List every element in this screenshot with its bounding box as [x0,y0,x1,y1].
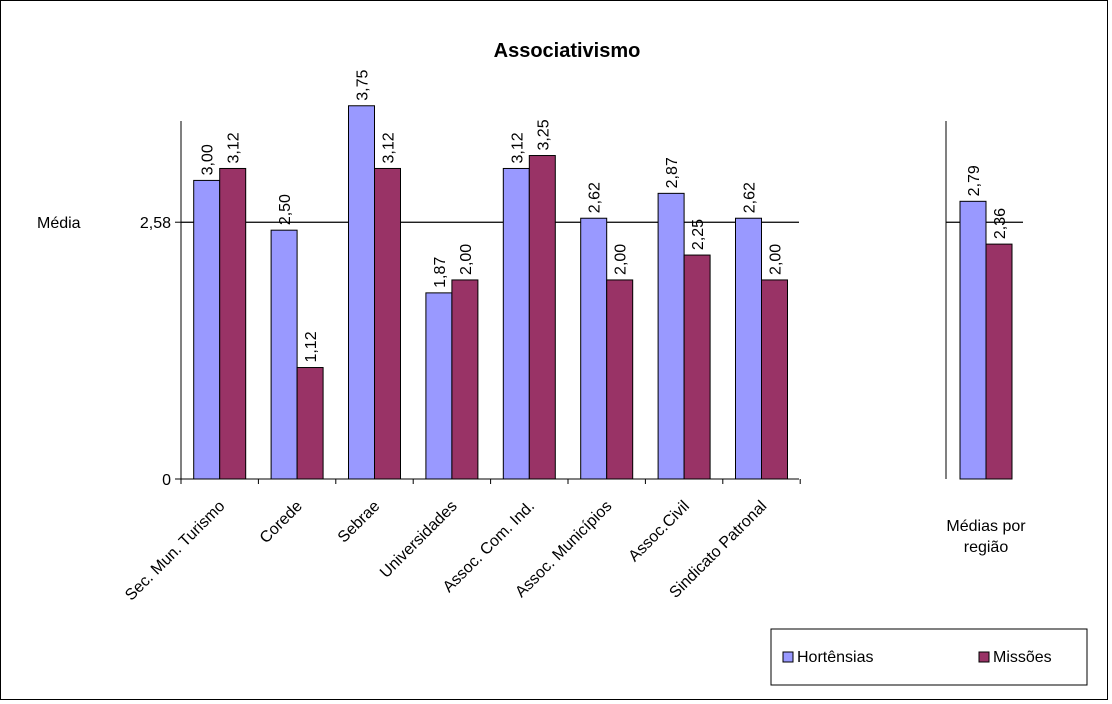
data-label: 3,12 [381,132,398,163]
bars [193,105,788,480]
data-label: 3,12 [509,132,526,163]
legend: Hortênsias Missões [770,628,1088,686]
bar-hortensias-sebrae [348,105,375,480]
data-label: 1,12 [303,331,320,362]
data-label: 2,00 [768,244,785,275]
data-label: 3,00 [200,144,217,175]
bar-hortensias-universidades [425,292,453,480]
data-label: 2,87 [664,157,681,188]
summary-bar-missoes [985,243,1013,480]
summary-category-label: Médias por [946,518,1026,535]
bar-hortensias-assoc-municipios [580,217,608,480]
data-label: 3,12 [226,132,243,163]
bar-hortensias-assoc-com-ind [502,167,530,480]
legend-label-hortensias: Hortênsias [797,649,873,666]
summary-data-label: 2,36 [992,208,1009,239]
average-line-label: Média [37,215,81,232]
data-label: 3,75 [355,70,372,101]
bar-missoes-sebrae [374,167,401,480]
bar-missoes-universidades [451,279,479,480]
bar-missoes-sec-mun-turismo [219,167,247,480]
data-label: 2,25 [690,219,707,250]
bar-hortensias-sec-mun-turismo [193,179,221,480]
legend-swatch-missoes [978,651,990,663]
summary-panel: 2,79 2,36 Médias por região [945,121,1026,556]
bar-hortensias-corede [270,229,298,480]
x-tick-labels: Sec. Mun. Turismo Corede SebraeUniversidad… [122,498,770,604]
legend-label-missoes: Missões [993,649,1052,666]
data-label: 3,25 [535,119,552,150]
bar-missoes-assoc-municipios [606,279,634,480]
summary-bar-hortensias [959,200,987,480]
data-label: 2,62 [587,182,604,213]
data-label: 2,00 [613,244,630,275]
summary-data-label: 2,79 [966,165,983,196]
y-tick-label: 2,58 [140,215,171,232]
bar-hortensias-assoc-civil [657,192,685,480]
summary-category-label: região [964,539,1009,556]
x-tick-label: Sec. Mun. Turismo [122,498,228,604]
chart-title: Associativismo [494,40,641,62]
bar-missoes-corede [296,367,324,480]
legend-swatch-hortensias [782,651,794,663]
bar-missoes-assoc-civil [683,254,711,480]
data-labels: 3,00 3,12 2,50 1,12 3,75 3,12 1,87 2,00 3,12 3,25… [200,70,785,363]
x-tick-label: Assoc.Civil [626,498,693,565]
data-label: 2,62 [742,182,759,213]
bar-missoes-assoc-com-ind [528,155,556,480]
y-tick-label: 0 [162,472,171,489]
x-tick-label: Sebrae [335,498,384,547]
average-line: Média [37,215,799,232]
data-label: 1,87 [432,257,449,288]
bar-hortensias-sindicato-patronal [735,217,762,480]
x-tick-label: Universidades [377,498,461,582]
bar-missoes-sindicato-patronal [761,279,788,480]
x-tick-label: Corede [257,498,306,547]
legend-box [770,628,1088,686]
data-label: 2,50 [277,194,294,225]
data-label: 2,00 [458,244,475,275]
